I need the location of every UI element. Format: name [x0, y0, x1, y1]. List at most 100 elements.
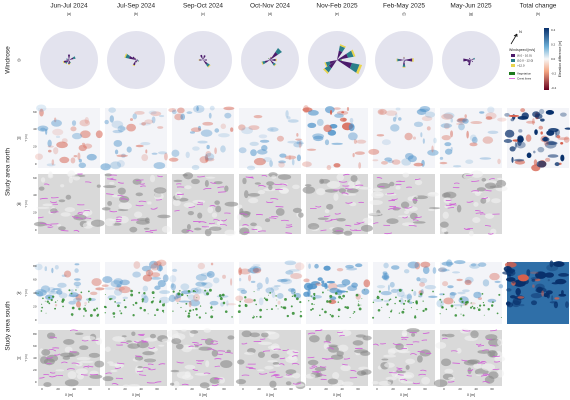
hillshade [185, 346, 200, 350]
crest-line [484, 189, 492, 192]
hillshade [412, 221, 426, 224]
crest-line [373, 222, 379, 225]
windrose-petal [467, 60, 471, 63]
elevation-change [326, 165, 332, 171]
vegetation [83, 315, 85, 317]
hillshade [75, 368, 88, 375]
elevation-change [530, 300, 538, 306]
crest-line [265, 201, 274, 204]
elevation-change [199, 156, 209, 164]
crest-line [422, 332, 430, 335]
vegetation [46, 300, 49, 303]
hillshade [247, 193, 260, 197]
elevation-change [200, 129, 213, 137]
y-tick-label: 20 [33, 368, 37, 372]
vegetation [40, 310, 43, 312]
vegetation [244, 304, 248, 308]
hillshade [137, 366, 143, 369]
crest-line [176, 193, 184, 195]
elevation-change [101, 284, 109, 288]
windrose-petal [323, 68, 329, 74]
elevation-change [348, 132, 358, 141]
hillshade [336, 218, 346, 222]
elevation-change [170, 282, 174, 288]
hillshade [292, 184, 300, 190]
windrose-petal [349, 62, 360, 73]
elevation-change [547, 154, 559, 158]
hillshade [397, 215, 411, 218]
elevation-change [424, 111, 436, 118]
elevation-change [48, 290, 59, 295]
vegetation [477, 308, 481, 312]
crest-line [481, 197, 489, 199]
hillshade [258, 341, 273, 345]
elevation-change [368, 148, 380, 155]
elevation-change [80, 130, 91, 139]
hillshade [325, 334, 332, 343]
hillshade [73, 214, 87, 221]
hillshade [381, 358, 389, 361]
crest-line [192, 342, 199, 344]
windrose-petal [463, 58, 471, 62]
crest-line [401, 347, 408, 350]
windrose-petal [68, 60, 70, 65]
hillshade [275, 208, 285, 216]
hillshade [264, 218, 271, 223]
vegetation [109, 298, 111, 300]
vegetation [185, 310, 187, 312]
elevation-change [452, 304, 465, 307]
elevation-change [482, 136, 494, 144]
windrose-petal [136, 60, 138, 63]
vegetation [313, 292, 316, 296]
hillshade [257, 190, 266, 195]
hillshade [224, 185, 229, 192]
vegetation [414, 315, 416, 317]
elevation-change [70, 126, 77, 132]
hillshade [428, 208, 435, 212]
hillshade [205, 360, 210, 368]
elevation-change [296, 154, 302, 162]
hillshade [89, 374, 103, 379]
elevation-change [263, 157, 272, 162]
x-axis-label: X [m] [65, 393, 73, 397]
elevation-change [383, 272, 390, 281]
elevation-change [226, 303, 237, 306]
x-tick-label: 40 [340, 387, 344, 391]
vegetation [192, 290, 195, 293]
crest-line [116, 362, 125, 365]
windrose-petal [270, 52, 278, 60]
crest-line [73, 229, 80, 233]
hillshade [173, 381, 180, 389]
vegetation [123, 299, 126, 302]
vegetation [41, 303, 43, 305]
elevation-change [333, 163, 341, 168]
elevation-change [348, 123, 355, 132]
x-tick-label: 0 [443, 387, 445, 391]
windrose-petal [337, 60, 353, 69]
elevation-change [57, 282, 67, 288]
elevation-change [307, 289, 311, 298]
vegetation [161, 303, 165, 307]
vegetation [377, 308, 381, 312]
crest-line [388, 371, 398, 374]
vegetation [479, 304, 482, 307]
elevation-change [238, 124, 246, 131]
hillshade [111, 194, 121, 198]
hillshade [123, 384, 130, 388]
elevation-change [248, 125, 260, 131]
elevation-change [420, 132, 423, 138]
crest-line [248, 368, 256, 370]
vegetation [178, 289, 181, 292]
hillshade [411, 332, 416, 337]
elevation-change [190, 127, 202, 133]
hillshade [66, 173, 77, 176]
windrose-petal [203, 55, 206, 60]
crest-line [142, 367, 151, 370]
crest-line [384, 232, 393, 235]
hillshade [187, 211, 194, 216]
elevation-change [549, 301, 558, 304]
crest-line [345, 201, 353, 204]
crest-line [338, 181, 348, 183]
elevation-change [426, 126, 431, 131]
elevation-change [382, 273, 388, 281]
